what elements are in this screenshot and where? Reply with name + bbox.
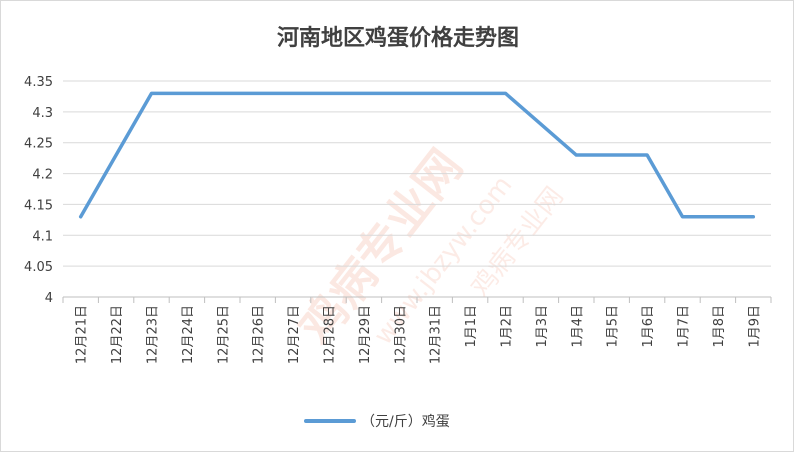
x-tick-label: 12月22日: [110, 305, 125, 364]
x-tick-label: 12月21日: [75, 305, 90, 364]
y-tick-label: 4.1: [32, 229, 53, 244]
x-tick-label: 12月29日: [358, 305, 373, 364]
x-tick-label: 12月31日: [429, 305, 444, 364]
y-tick-label: 4.3: [32, 106, 53, 121]
y-tick-label: 4.2: [32, 168, 53, 183]
x-tick-label: 1月3日: [535, 305, 550, 348]
x-tick-label: 12月23日: [146, 305, 161, 364]
x-tick-label: 12月28日: [323, 305, 338, 364]
y-tick-label: 4.25: [24, 137, 53, 152]
y-tick-label: 4.15: [24, 198, 53, 213]
x-tick-label: 1月2日: [500, 305, 515, 348]
x-tick-label: 1月7日: [677, 305, 692, 348]
x-tick-label: 1月1日: [464, 305, 479, 348]
chart-title: 河南地区鸡蛋价格走势图: [277, 25, 519, 51]
y-axis-ticks: 4 4.05 4.1 4.15 4.2 4.25 4.3 4.35: [24, 75, 53, 306]
x-axis: [63, 297, 771, 303]
x-tick-label: 12月26日: [252, 305, 267, 364]
x-tick-label: 12月30日: [393, 305, 408, 364]
y-tick-label: 4: [45, 291, 53, 306]
y-tick-label: 4.35: [24, 75, 53, 90]
x-tick-label: 1月6日: [641, 305, 656, 348]
x-tick-label: 12月25日: [216, 305, 231, 364]
x-tick-label: 1月8日: [712, 305, 727, 348]
y-tick-label: 4.05: [24, 260, 53, 275]
x-tick-label: 12月27日: [287, 305, 302, 364]
x-tick-label: 12月24日: [181, 305, 196, 364]
x-tick-label: 1月4日: [570, 305, 585, 348]
legend: （元/斤）鸡蛋: [306, 413, 450, 430]
legend-label: （元/斤）鸡蛋: [361, 413, 450, 430]
x-tick-label: 1月5日: [606, 305, 621, 348]
x-tick-label: 1月9日: [747, 305, 762, 348]
